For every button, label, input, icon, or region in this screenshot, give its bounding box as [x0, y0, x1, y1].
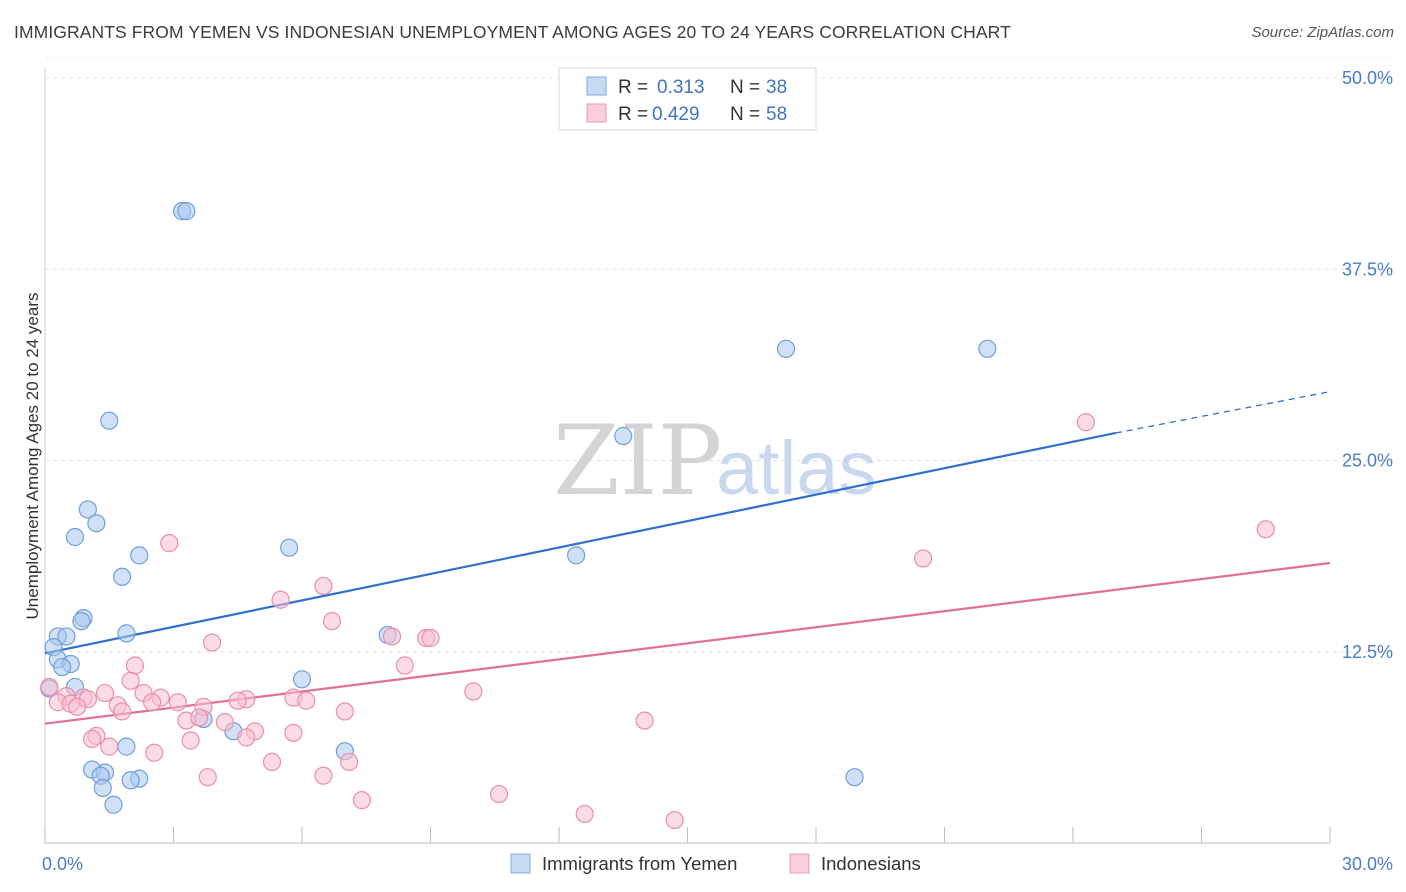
- series-legend-swatch-indonesians: [789, 853, 810, 874]
- indonesians-point: [215, 713, 234, 732]
- indonesians-point: [40, 677, 59, 697]
- yemen-point: [121, 771, 140, 790]
- correlation-legend: R = 0.313 N = 38 R = 0.429 N = 58: [558, 67, 817, 131]
- legend-n-value: 58: [766, 104, 787, 125]
- indonesians-point: [421, 628, 440, 648]
- indonesians-point: [575, 804, 594, 824]
- data-points: [40, 202, 1275, 830]
- chart-title: IMMIGRANTS FROM YEMEN VS INDONESIAN UNEM…: [14, 22, 1011, 42]
- yemen-point: [130, 546, 149, 565]
- indonesians-point: [145, 743, 164, 762]
- yemen-point: [567, 546, 586, 565]
- yemen-point: [845, 768, 864, 787]
- legend-r-value: 0.313: [657, 77, 705, 98]
- indonesians-point: [335, 702, 354, 721]
- yemen-point: [112, 567, 132, 586]
- yemen-point: [53, 657, 72, 677]
- indonesians-point: [181, 731, 200, 750]
- series-legend-label-indonesians: Indonesians: [821, 853, 921, 874]
- indonesians-point: [160, 534, 179, 553]
- series-legend-label-yemen: Immigrants from Yemen: [542, 853, 737, 874]
- yemen-point: [978, 339, 997, 358]
- legend-swatch-indonesians: [586, 103, 607, 123]
- yemen-point: [776, 339, 796, 358]
- indonesians-point: [284, 723, 303, 742]
- indonesians-point: [913, 549, 933, 568]
- indonesians-point: [665, 810, 684, 830]
- indonesians-point: [271, 590, 290, 609]
- indonesians-point: [464, 682, 483, 701]
- trend-lines: [44, 391, 1331, 725]
- yemen-point: [177, 202, 196, 221]
- indonesians-point: [340, 752, 359, 772]
- yemen-trend-line: [44, 431, 1117, 655]
- watermark-zip: ZIP: [553, 405, 722, 517]
- indonesians-point: [112, 702, 132, 721]
- y-tick-label: 12.5%: [1342, 642, 1393, 662]
- indonesians-point: [125, 656, 145, 675]
- indonesians-point: [100, 737, 119, 756]
- indonesians-point: [382, 627, 402, 646]
- legend-r-value: 0.429: [652, 104, 700, 125]
- indonesians-point: [168, 693, 187, 712]
- indonesians-point: [202, 633, 222, 652]
- indonesians-point: [1256, 520, 1275, 539]
- indonesians-point: [297, 691, 316, 710]
- indonesians-trend-line: [44, 561, 1331, 725]
- yemen-point: [87, 514, 106, 533]
- axes: [44, 68, 1331, 844]
- yemen-point: [117, 624, 136, 643]
- yemen-point: [72, 612, 91, 631]
- indonesians-point: [142, 693, 162, 712]
- indonesians-point: [352, 791, 372, 810]
- watermark: ZIP atlas: [553, 405, 877, 517]
- source-label: Source: ZipAtlas.com: [1251, 24, 1394, 41]
- tick-labels: 12.5% 25.0% 37.5% 50.0% 0.0% 30.0%: [42, 68, 1393, 874]
- indonesians-point: [635, 711, 654, 730]
- yemen-point: [93, 778, 112, 798]
- series-legend-swatch-yemen: [510, 853, 531, 874]
- indonesians-point: [68, 697, 87, 716]
- indonesians-point: [395, 656, 414, 675]
- indonesians-point: [190, 708, 209, 727]
- indonesians-point: [262, 752, 282, 772]
- indonesians-point: [314, 576, 333, 596]
- y-tick-label: 25.0%: [1342, 451, 1393, 471]
- indonesians-point: [95, 683, 115, 703]
- yemen-point: [65, 527, 85, 547]
- legend-n-label: N =: [730, 77, 760, 98]
- indonesians-point: [121, 671, 140, 690]
- legend-swatch-yemen: [586, 76, 607, 96]
- legend-n-label: N =: [730, 104, 760, 125]
- y-tick-label: 50.0%: [1342, 68, 1393, 88]
- yemen-point: [78, 500, 97, 519]
- indonesians-point: [237, 728, 256, 747]
- series-legend: Immigrants from Yemen Indonesians: [510, 853, 921, 874]
- indonesians-point: [83, 729, 102, 749]
- yemen-point: [100, 411, 119, 430]
- indonesians-point: [489, 784, 509, 804]
- yemen-point: [117, 737, 136, 756]
- yemen-point: [614, 426, 633, 446]
- y-tick-label: 37.5%: [1342, 259, 1393, 279]
- yemen-point: [104, 795, 123, 814]
- indonesians-point: [228, 691, 247, 710]
- grid-lines: [45, 57, 1395, 653]
- indonesians-point: [322, 612, 342, 631]
- legend-n-value: 38: [766, 77, 787, 98]
- y-axis-label: Unemployment Among Ages 20 to 24 years: [23, 293, 42, 620]
- yemen-point: [292, 670, 312, 689]
- legend-r-label: R =: [618, 104, 648, 125]
- indonesians-point: [1076, 413, 1095, 432]
- yemen-trend-line-extension: [1115, 391, 1331, 434]
- x-tick-label: 0.0%: [42, 854, 83, 874]
- indonesians-point: [198, 768, 217, 787]
- yemen-point: [280, 538, 299, 557]
- indonesians-point: [314, 766, 333, 785]
- yemen-point: [57, 627, 76, 646]
- legend-r-label: R =: [618, 77, 648, 98]
- x-tick-label: 30.0%: [1342, 854, 1393, 874]
- watermark-atlas: atlas: [716, 426, 877, 511]
